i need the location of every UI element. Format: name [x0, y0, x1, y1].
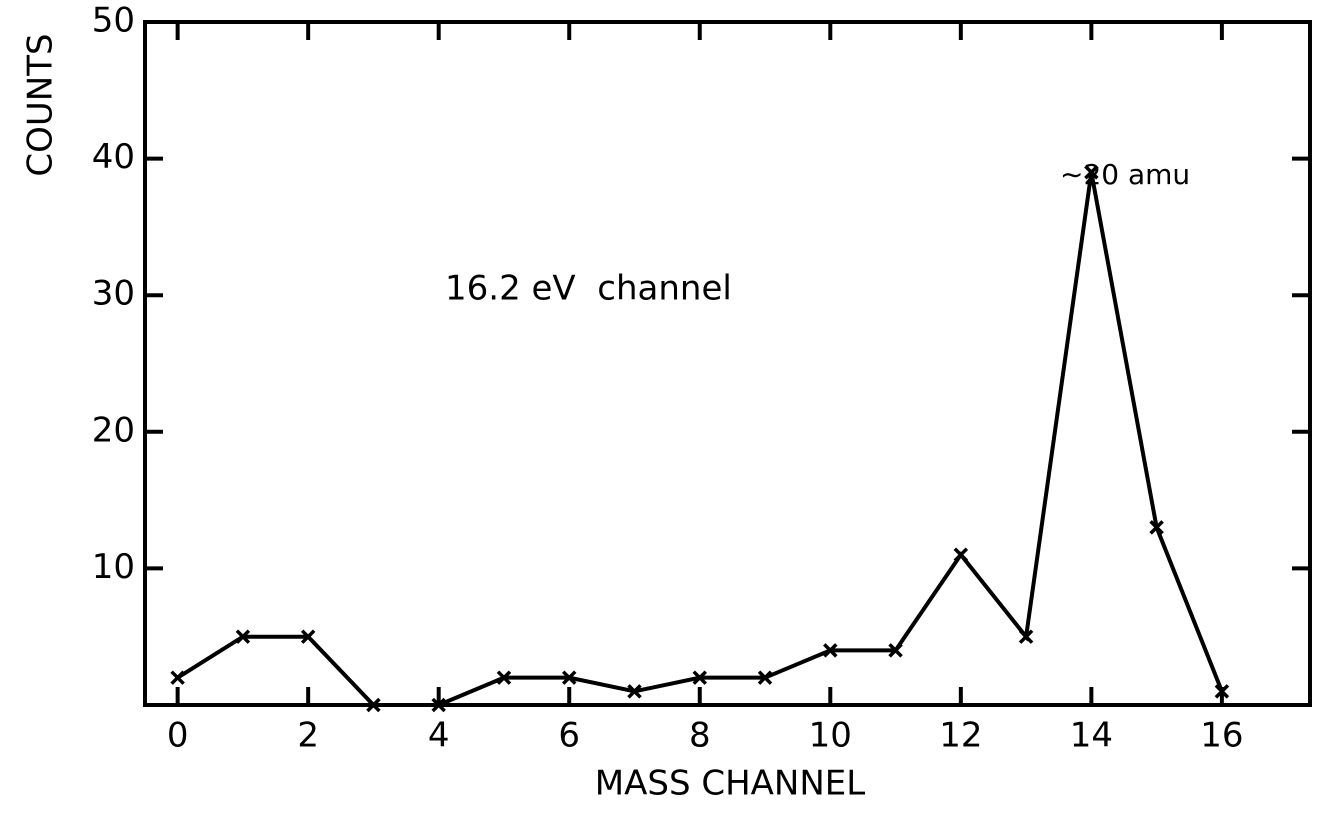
point-marker: [692, 670, 707, 685]
y-tick-label: 50: [92, 1, 135, 41]
y-tick-label: 30: [92, 274, 135, 314]
point-marker: [170, 670, 185, 685]
point-marker: [953, 547, 969, 562]
x-tick-label: 8: [689, 716, 711, 756]
y-tick-label: 10: [92, 547, 135, 587]
x-tick-label: 6: [558, 716, 580, 756]
point-marker: [757, 670, 773, 685]
x-tick-label: 12: [939, 716, 982, 756]
point-marker: [1149, 520, 1164, 535]
x-tick-label: 0: [167, 716, 189, 756]
point-marker: [1084, 165, 1099, 180]
y-tick-label: 20: [92, 410, 135, 450]
y-axis-label: COUNTS: [21, 33, 61, 176]
x-tick-label: 10: [809, 716, 852, 756]
point-marker: [431, 697, 446, 713]
x-tick-label: 2: [297, 716, 319, 756]
annotation: ∼20 amu: [1060, 158, 1190, 191]
point-marker: [1018, 629, 1034, 644]
x-tick-label: 4: [428, 716, 450, 756]
point-marker: [561, 670, 577, 685]
point-marker: [627, 684, 642, 699]
point-marker: [888, 643, 903, 658]
y-tick-label: 40: [92, 137, 135, 177]
annotation: 16.2 eV channel: [445, 269, 732, 309]
plot-frame: [143, 20, 1312, 707]
x-tick-label: 16: [1200, 716, 1243, 756]
point-marker: [235, 629, 251, 644]
point-marker: [300, 629, 316, 644]
x-tick-label: 14: [1070, 716, 1113, 756]
data-line: [176, 171, 1224, 707]
point-marker: [823, 643, 838, 658]
point-marker: [496, 670, 512, 685]
point-marker: [366, 697, 381, 713]
x-axis-label: MASS CHANNEL: [595, 764, 865, 804]
point-marker: [1214, 684, 1230, 699]
